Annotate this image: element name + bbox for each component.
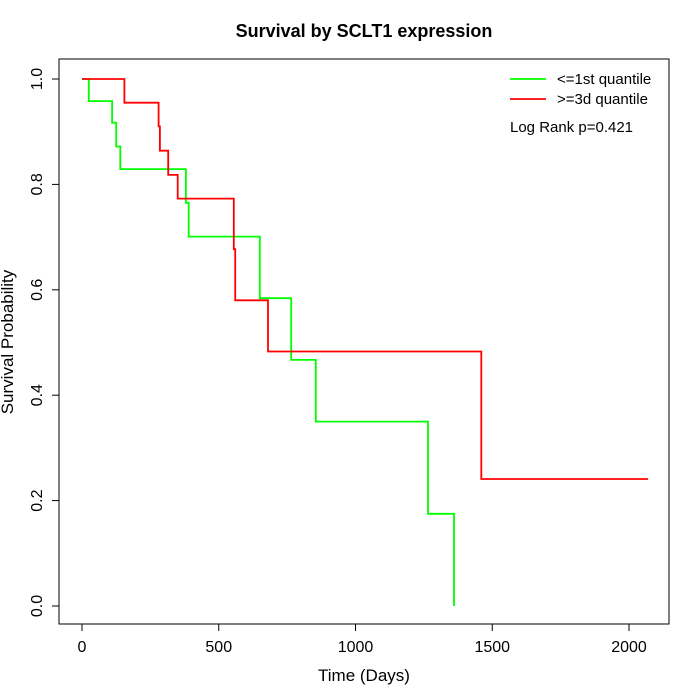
y-tick-label: 0.2 [29,489,46,511]
y-axis: 0.0 0.2 0.4 0.6 0.8 1.0 [29,68,60,617]
y-tick-label: 0.6 [29,279,46,301]
legend-label: <=1st quantile [557,71,651,88]
plot-frame [58,58,670,625]
x-axis: 0 500 1000 1500 2000 [78,623,647,656]
legend: <=1st quantile >=3d quantile [510,71,651,108]
y-tick-label: 0.8 [29,173,46,195]
x-tick-label: 1000 [338,639,374,656]
series-line-low-quantile [82,78,455,606]
x-tick-label: 0 [78,639,87,656]
series-layer [82,78,649,606]
x-tick-label: 2000 [611,639,647,656]
x-tick-label: 500 [205,639,232,656]
x-axis-label: Time (Days) [318,666,410,685]
y-tick-label: 0.0 [29,595,46,617]
y-axis-label: Survival Probability [0,269,17,414]
series-line-high-quantile [82,78,649,480]
log-rank-annotation: Log Rank p=0.421 [510,119,633,136]
legend-label: >=3d quantile [557,91,648,108]
y-tick-label: 0.4 [29,384,46,406]
x-tick-label: 1500 [474,639,510,656]
chart-title: Survival by SCLT1 expression [236,21,493,41]
y-tick-label: 1.0 [29,68,46,90]
